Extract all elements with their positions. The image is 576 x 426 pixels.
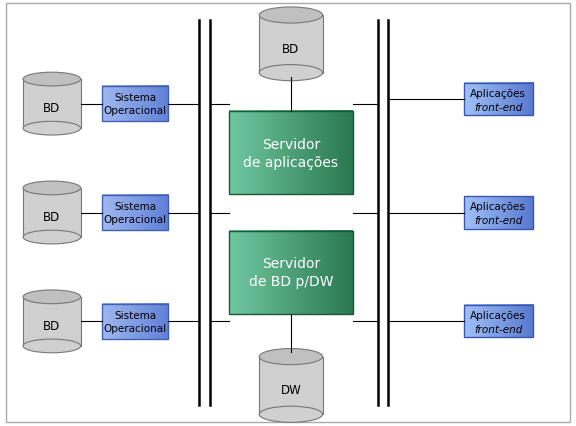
- Bar: [23, 188, 81, 237]
- Text: BD: BD: [43, 102, 60, 115]
- Ellipse shape: [23, 230, 81, 245]
- Bar: [103, 304, 168, 339]
- Text: Sistema
Operacional: Sistema Operacional: [104, 311, 167, 333]
- Bar: [23, 297, 81, 346]
- Bar: [259, 16, 323, 73]
- Text: Aplicações: Aplicações: [470, 201, 526, 212]
- Bar: [23, 80, 81, 129]
- Ellipse shape: [259, 66, 323, 81]
- Bar: [103, 196, 168, 230]
- Text: Sistema
Operacional: Sistema Operacional: [104, 93, 167, 115]
- Bar: [229, 231, 353, 314]
- Ellipse shape: [259, 406, 323, 422]
- Ellipse shape: [23, 181, 81, 196]
- Text: Servidor
de aplicações: Servidor de aplicações: [244, 137, 338, 170]
- Text: BD: BD: [43, 211, 60, 224]
- Bar: [259, 357, 323, 414]
- Ellipse shape: [259, 349, 323, 365]
- Bar: [464, 197, 533, 229]
- Text: DW: DW: [281, 383, 301, 396]
- Ellipse shape: [259, 8, 323, 24]
- Text: BD: BD: [43, 320, 60, 332]
- Text: front-end: front-end: [474, 324, 522, 334]
- Ellipse shape: [23, 122, 81, 136]
- Bar: [103, 87, 168, 122]
- Text: Aplicações: Aplicações: [470, 89, 526, 99]
- Bar: [464, 84, 533, 116]
- Text: Sistema
Operacional: Sistema Operacional: [104, 202, 167, 224]
- Text: Aplicações: Aplicações: [470, 310, 526, 320]
- Ellipse shape: [23, 73, 81, 87]
- Bar: [464, 306, 533, 337]
- Text: front-end: front-end: [474, 103, 522, 113]
- FancyBboxPatch shape: [6, 4, 570, 422]
- Text: BD: BD: [282, 43, 300, 55]
- Bar: [229, 112, 353, 195]
- Text: Servidor
de BD p/DW: Servidor de BD p/DW: [249, 256, 333, 289]
- Text: front-end: front-end: [474, 216, 522, 226]
- Ellipse shape: [23, 290, 81, 304]
- Ellipse shape: [23, 339, 81, 353]
